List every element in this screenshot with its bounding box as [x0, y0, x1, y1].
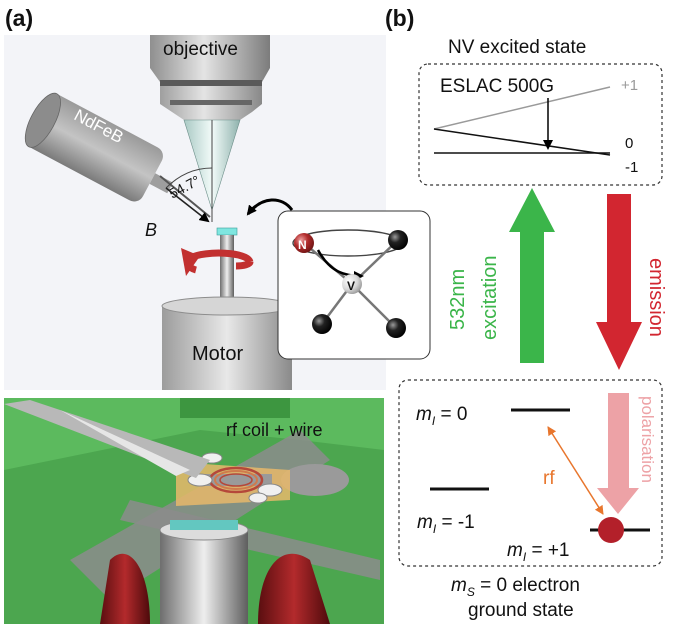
level-minus1-label: -1 — [625, 159, 638, 176]
nitrogen-atom — [294, 233, 314, 253]
render-scene: objective NdFeB 54.7° B — [4, 35, 431, 390]
eslac-label: ESLAC 500G — [440, 76, 554, 97]
population-dot — [598, 517, 624, 543]
level-plus1 — [433, 86, 611, 130]
vacancy-site — [342, 274, 362, 294]
panel-a-label: (a) — [5, 5, 33, 31]
level-zero-label: 0 — [625, 135, 633, 152]
vacancy-label: V — [347, 279, 355, 293]
excitation-label-group: 532nm — [447, 269, 469, 330]
level-plus1-label: +1 — [621, 77, 638, 94]
rf-transition-arrow — [547, 426, 604, 515]
ndfeb-magnet — [24, 92, 211, 218]
nv-center-molecule — [277, 210, 431, 360]
nitrogen-label: N — [298, 238, 307, 252]
diamond-sample — [216, 227, 238, 236]
level-zero-split — [433, 128, 611, 156]
ground-caption-line1: mS = 0 electron — [451, 575, 580, 599]
carbon-atom — [386, 318, 406, 338]
emission-label-group: emission — [645, 258, 667, 337]
polarisation-label-group: polarisation — [638, 396, 657, 483]
motor-label: Motor — [192, 343, 243, 365]
motor-body — [161, 296, 293, 390]
inset-label: rf coil + wire — [226, 420, 323, 440]
ground-level-minus1-label: mI = -1 — [417, 512, 475, 536]
excitation-wavelength: 532nm — [447, 269, 469, 330]
motor-shaft — [220, 235, 234, 305]
zoom-arrow — [246, 198, 294, 216]
rf-coil-inset — [4, 398, 384, 624]
rf-label: rf — [543, 468, 555, 489]
excitation-label-group: excitation — [479, 256, 501, 341]
excited-state-title: NV excited state — [448, 37, 586, 58]
polarisation-arrow — [597, 393, 639, 514]
emission-arrow — [596, 194, 642, 370]
emission-label: emission — [645, 258, 667, 337]
angle-annotation — [165, 120, 213, 222]
rotation-arrow — [181, 248, 254, 276]
excitation-arrow — [509, 188, 555, 363]
ground-state-box — [398, 379, 663, 567]
polarisation-label: polarisation — [638, 396, 657, 483]
ground-level-zero-label: mI = 0 — [416, 404, 467, 428]
carbon-atom — [312, 314, 332, 334]
excitation-label: excitation — [479, 256, 501, 341]
excited-state-box — [418, 63, 663, 186]
panel-b-label: (b) — [385, 5, 414, 31]
ground-caption-line2: ground state — [468, 600, 574, 621]
field-label: B — [145, 220, 157, 240]
carbon-atom — [388, 230, 408, 250]
ground-level-plus1-label: mI = +1 — [507, 540, 570, 564]
field-arrow — [165, 187, 210, 223]
objective-label: objective — [163, 39, 238, 60]
